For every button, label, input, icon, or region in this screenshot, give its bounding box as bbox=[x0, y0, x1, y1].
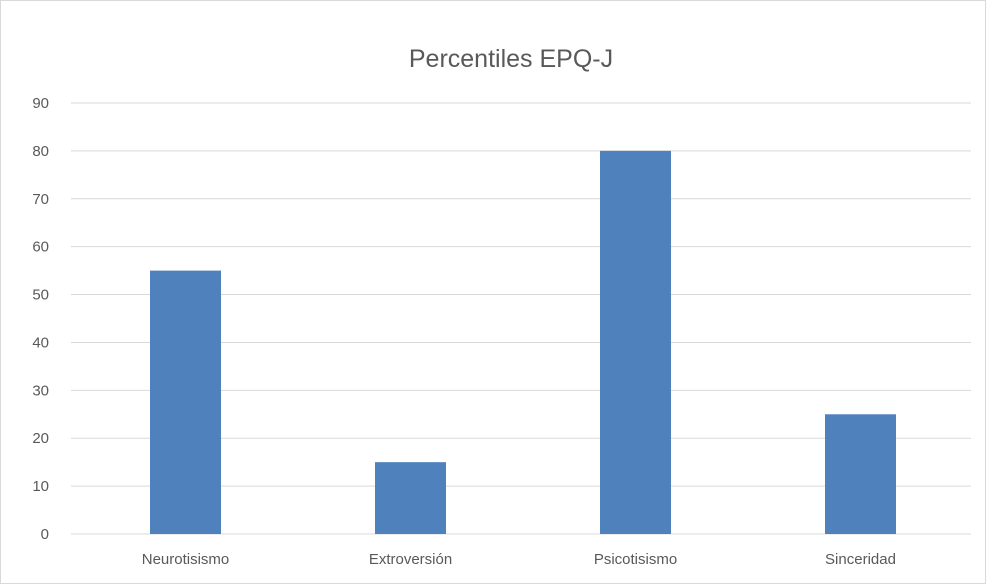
y-axis-tick-labels: 0 10 20 30 40 50 60 70 80 90 bbox=[32, 95, 49, 543]
chart-title: Percentiles EPQ-J bbox=[409, 45, 613, 73]
y-tick-label: 0 bbox=[41, 526, 49, 543]
y-tick-label: 50 bbox=[32, 287, 49, 304]
bar-neurotisismo bbox=[150, 270, 221, 534]
bar-psicotisismo bbox=[600, 150, 671, 534]
y-tick-label: 40 bbox=[32, 334, 49, 351]
bar-sinceridad bbox=[825, 414, 896, 534]
x-axis-tick-labels: Neurotisismo Extroversión Psicotisismo Sinc… bbox=[142, 551, 896, 568]
bars bbox=[150, 150, 896, 534]
y-tick-label: 80 bbox=[32, 143, 49, 160]
x-tick-label: Sinceridad bbox=[825, 551, 896, 568]
y-tick-label: 10 bbox=[32, 478, 49, 495]
x-tick-label: Extroversión bbox=[369, 551, 452, 568]
y-tick-label: 70 bbox=[32, 191, 49, 208]
x-tick-label: Neurotisismo bbox=[142, 551, 230, 568]
y-tick-label: 30 bbox=[32, 382, 49, 399]
y-tick-label: 90 bbox=[32, 95, 49, 112]
y-tick-label: 20 bbox=[32, 430, 49, 447]
bar-extroversion bbox=[375, 462, 446, 534]
y-tick-label: 60 bbox=[32, 239, 49, 256]
x-tick-label: Psicotisismo bbox=[594, 551, 677, 568]
